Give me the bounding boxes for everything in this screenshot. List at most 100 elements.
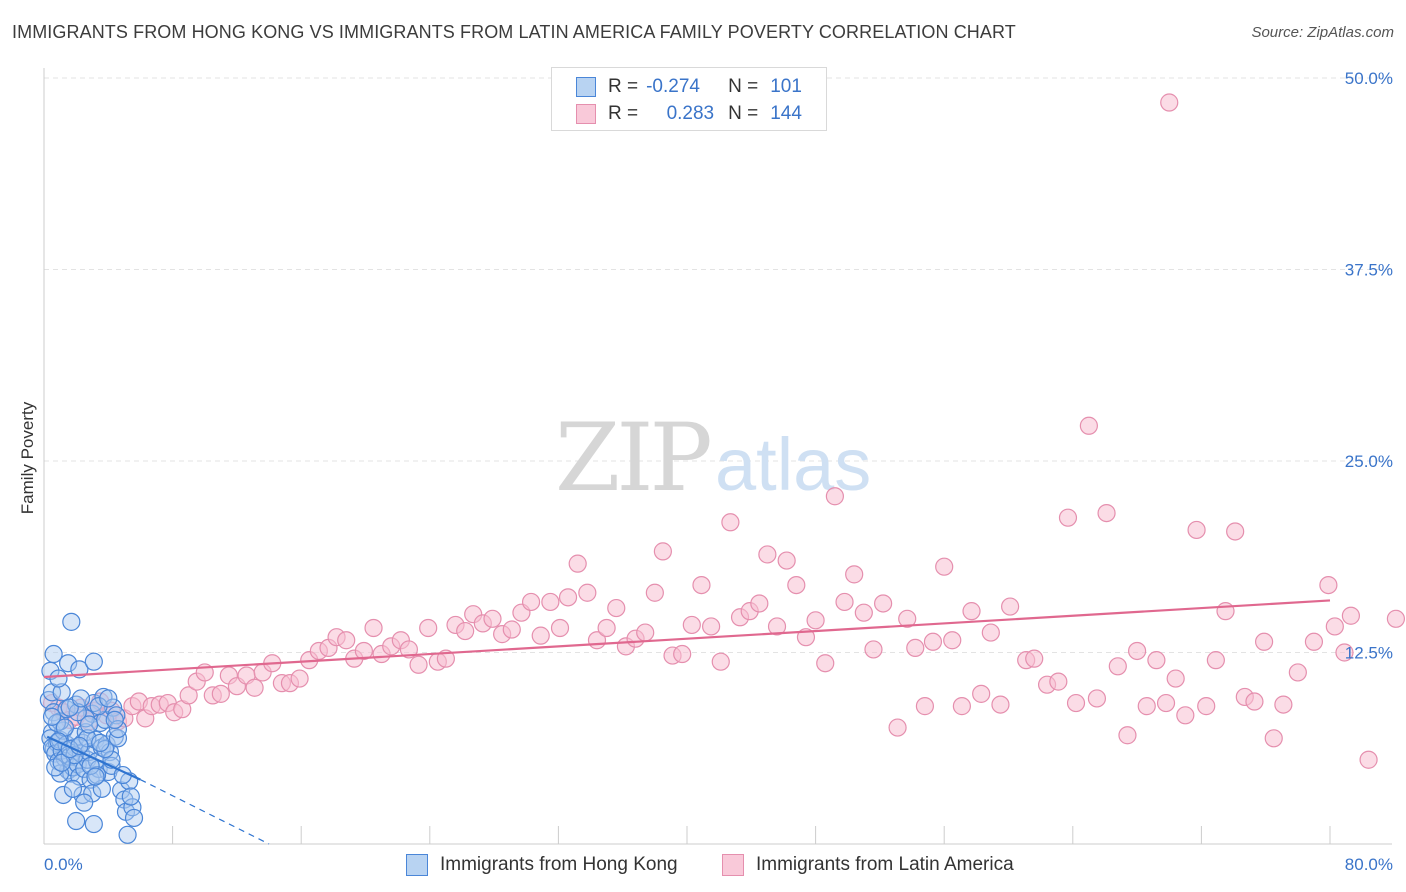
y-axis-label: Family Poverty [18, 401, 37, 515]
data-point-latin-america [337, 631, 356, 650]
legend-label-latin-america: Immigrants from Latin America [756, 854, 1014, 875]
series-hong-kong [39, 612, 144, 844]
data-point-latin-america [1319, 575, 1338, 595]
data-point-latin-america [864, 640, 883, 659]
data-point-latin-america [898, 609, 917, 628]
data-point-latin-america [1049, 672, 1068, 691]
data-point-hong-kong [84, 652, 103, 671]
data-point-latin-america [845, 565, 864, 584]
x-tick-label: 80.0% [1345, 855, 1393, 874]
data-point-hong-kong [91, 733, 110, 752]
data-point-latin-america [211, 684, 230, 703]
data-point-hong-kong [63, 779, 83, 798]
data-point-latin-america [1137, 697, 1156, 716]
stats-row-hong-kong: R = -0.274 N = 101 [576, 74, 802, 100]
data-point-hong-kong [108, 729, 128, 748]
data-point-latin-america [981, 623, 1000, 642]
data-point-latin-america [1245, 692, 1264, 711]
stats-legend-box: R = -0.274 N = 101 R = 0.283 N = 144 [551, 67, 827, 131]
r-value-hong-kong: -0.274 [646, 76, 700, 97]
tick-labels: 12.5% 25.0% 37.5% 50.0% 0.0% 80.0% [44, 69, 1393, 874]
data-point-latin-america [952, 697, 971, 716]
data-point-hong-kong [52, 753, 71, 772]
data-point-latin-america [711, 652, 730, 671]
hong-kong-swatch [576, 77, 596, 97]
data-point-latin-america [1359, 750, 1378, 769]
data-point-hong-kong [62, 612, 81, 631]
data-point-latin-america [364, 618, 383, 638]
data-point-hong-kong [75, 793, 94, 812]
data-point-hong-kong [84, 814, 103, 834]
data-point-hong-kong [99, 689, 118, 708]
data-point-latin-america [806, 611, 825, 630]
data-point-latin-america [1066, 693, 1086, 713]
data-point-latin-america [1097, 503, 1116, 523]
hong-kong-legend-swatch [406, 854, 428, 876]
data-point-latin-america [935, 557, 954, 576]
r-value-latin-america: 0.283 [666, 103, 715, 124]
y-tick-label: 12.5% [1345, 644, 1393, 663]
data-point-latin-america [1274, 695, 1293, 714]
data-point-hong-kong [59, 654, 78, 673]
data-point-latin-america [682, 615, 701, 635]
data-point-hong-kong [124, 808, 144, 828]
data-point-latin-america [991, 695, 1010, 714]
data-point-hong-kong [105, 710, 124, 730]
data-point-hong-kong [44, 644, 63, 664]
trend-line-latin-america [43, 599, 1331, 679]
data-point-latin-america [1197, 697, 1216, 716]
data-point-hong-kong [86, 767, 105, 786]
data-point-hong-kong [67, 811, 86, 831]
data-point-latin-america [767, 617, 787, 636]
data-point-latin-america [750, 594, 769, 613]
data-point-latin-america [558, 588, 578, 607]
data-point-latin-america [607, 598, 626, 618]
data-point-latin-america [777, 551, 796, 570]
data-point-latin-america [541, 592, 560, 612]
data-point-latin-america [456, 621, 475, 641]
data-point-latin-america [787, 575, 806, 595]
data-point-latin-america [502, 620, 521, 639]
latin-america-legend-swatch [722, 854, 744, 876]
data-point-latin-america [568, 554, 587, 573]
trend-lines [43, 599, 1331, 845]
y-tick-label: 50.0% [1345, 69, 1393, 88]
data-point-latin-america [653, 542, 672, 561]
data-point-latin-america [1001, 597, 1020, 616]
data-point-latin-america [825, 487, 844, 506]
data-point-latin-america [915, 697, 935, 716]
gridlines [44, 77, 1392, 653]
r-label: R = [608, 103, 639, 124]
data-point-hong-kong [52, 683, 71, 702]
data-point-latin-america [645, 583, 664, 602]
data-point-latin-america [1341, 606, 1360, 625]
data-point-hong-kong [71, 689, 91, 708]
legend-label-hong-kong: Immigrants from Hong Kong [440, 854, 678, 875]
data-point-latin-america [245, 678, 264, 697]
data-point-latin-america [409, 655, 428, 674]
data-point-latin-america [354, 641, 373, 661]
data-point-latin-america [673, 644, 692, 664]
data-point-latin-america [962, 602, 981, 621]
data-point-latin-america [1058, 508, 1078, 527]
r-label: R = [608, 76, 639, 97]
data-point-latin-america [874, 594, 893, 613]
data-point-latin-america [888, 718, 907, 737]
data-point-hong-kong [49, 669, 68, 688]
data-point-latin-america [692, 575, 711, 595]
data-point-hong-kong [42, 707, 62, 726]
data-point-hong-kong [79, 715, 99, 734]
data-point-hong-kong [46, 758, 65, 777]
data-point-latin-america [758, 545, 777, 564]
latin-america-swatch [576, 104, 596, 124]
data-point-latin-america [399, 640, 419, 659]
data-point-latin-america [923, 632, 943, 651]
data-point-latin-america [835, 592, 854, 612]
data-point-hong-kong [89, 697, 108, 716]
n-value-hong-kong: 101 [770, 76, 802, 97]
data-point-latin-america [721, 513, 740, 532]
chart-title: IMMIGRANTS FROM HONG KONG VS IMMIGRANTS … [12, 22, 1016, 42]
data-point-latin-america [1147, 651, 1166, 670]
data-point-hong-kong [121, 787, 140, 806]
